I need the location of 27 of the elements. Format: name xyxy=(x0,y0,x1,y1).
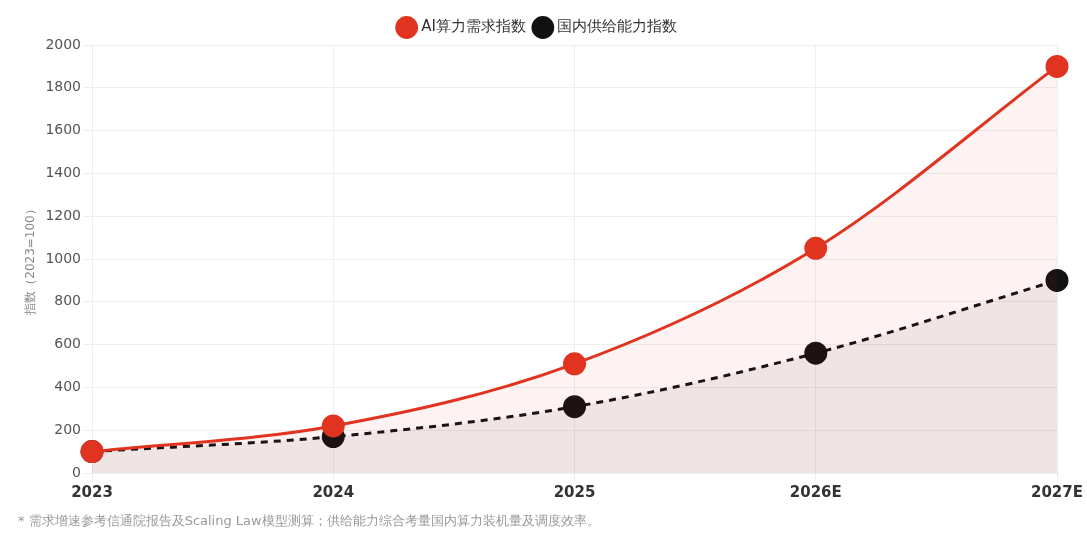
y-tick-label: 1000 xyxy=(45,249,82,266)
x-tick-label: 2026E xyxy=(789,482,842,501)
y-tick-label: 600 xyxy=(54,335,82,352)
y-tick-label: 1600 xyxy=(45,121,82,138)
y-tick-label: 2000 xyxy=(45,35,82,52)
text: * 需求增速参考信通院报告及Scaling Law模型测算；供给能力综合考量国内算力装机量及调度效率。 xyxy=(18,512,600,530)
point xyxy=(804,236,828,260)
point xyxy=(563,395,587,419)
point xyxy=(563,352,587,376)
legend-label: 国内供给能力指数 xyxy=(557,17,678,36)
y-tick-label: 0 xyxy=(72,463,82,480)
point xyxy=(804,341,828,365)
y-axis-title: 指数（2023=100） xyxy=(23,203,38,316)
y-tick-label: 800 xyxy=(54,292,82,309)
x-tick-label: 2024 xyxy=(312,482,355,501)
x-tick-label: 2027E xyxy=(1031,482,1083,501)
y-tick-label: 1400 xyxy=(45,164,82,181)
y-tick-label: 1200 xyxy=(45,206,82,223)
legend-label: AI算力需求指数 xyxy=(421,17,526,36)
x-tick-label: 2023 xyxy=(71,482,113,501)
point xyxy=(1045,54,1069,78)
x-tick-label: 2025 xyxy=(553,482,596,501)
y-tick-label: 200 xyxy=(54,420,82,437)
y-tick-label: 1800 xyxy=(45,78,82,95)
point xyxy=(321,414,345,438)
point xyxy=(1045,268,1069,292)
y-tick-label: 400 xyxy=(54,378,82,395)
